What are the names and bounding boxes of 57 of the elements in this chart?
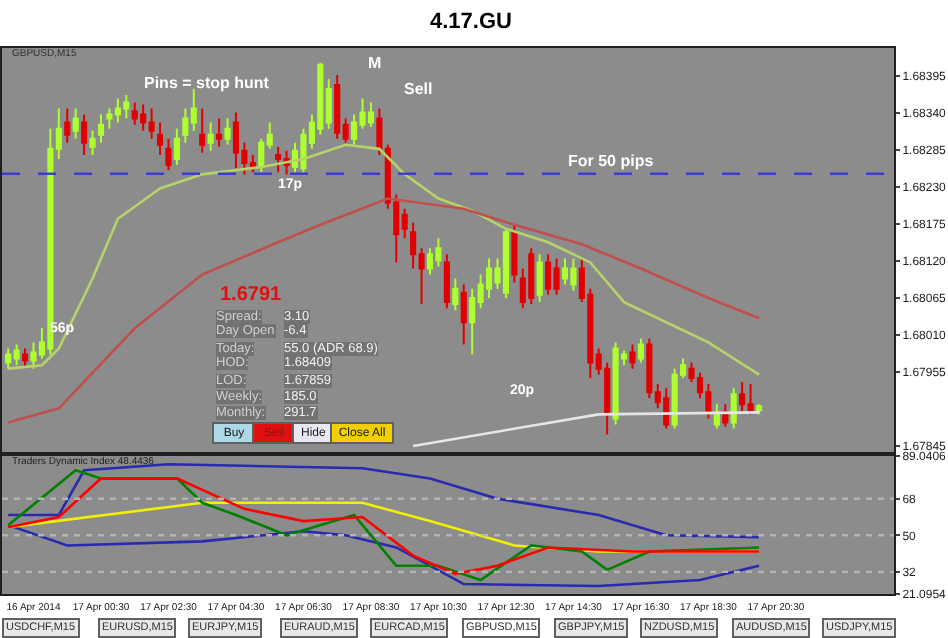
candlestick [511,223,518,284]
candlestick [5,347,12,370]
annotation: M [368,54,382,72]
candlestick [663,387,670,430]
candlestick [131,101,138,126]
candlestick [140,103,147,132]
candlestick [713,403,720,430]
candlestick [536,253,543,304]
line-series [6,462,761,539]
candlestick [216,117,223,148]
candlestick [570,257,577,292]
candlestick [629,343,636,370]
candlestick [367,101,375,128]
candlestick [730,387,737,430]
candlestick [81,113,88,156]
candlestick [165,137,172,172]
candlestick [148,107,155,140]
candlestick [199,107,206,154]
candlestick [646,337,653,400]
candlestick [637,337,644,364]
candlestick [173,127,180,166]
candlestick [89,129,96,156]
candlestick [435,237,442,268]
annotation: For 50 pips [568,152,655,170]
candlestick [755,403,763,416]
candlestick [224,117,231,146]
candlestick [739,381,746,414]
candlestick [485,257,493,300]
candlestick [72,107,79,140]
candlestick [671,367,678,430]
candlestick [545,253,552,296]
candlestick [114,97,121,124]
candlestick [612,341,619,426]
candlestick [460,283,467,346]
annotation: Sell [404,80,433,98]
candlestick [13,343,20,367]
candlestick [553,257,560,296]
candlestick [207,121,214,152]
candlestick [443,253,450,310]
candlestick [452,277,459,312]
candlestick [334,73,341,140]
candlestick [275,145,282,174]
line-series [6,197,761,424]
candlestick [561,257,569,286]
candlestick [123,94,130,120]
candlestick [22,347,29,369]
candlestick [528,247,535,306]
chart-title: 4.17.GU [430,10,513,34]
annotation: 1.6791 [220,284,283,306]
candlestick [747,383,754,416]
candlestick [64,107,71,144]
candlestick [97,113,105,144]
candlestick [232,111,240,170]
line-series [6,143,761,376]
annotation: Pins = stop hunt [144,74,270,92]
candlestick [502,227,509,300]
candlestick [156,121,164,156]
